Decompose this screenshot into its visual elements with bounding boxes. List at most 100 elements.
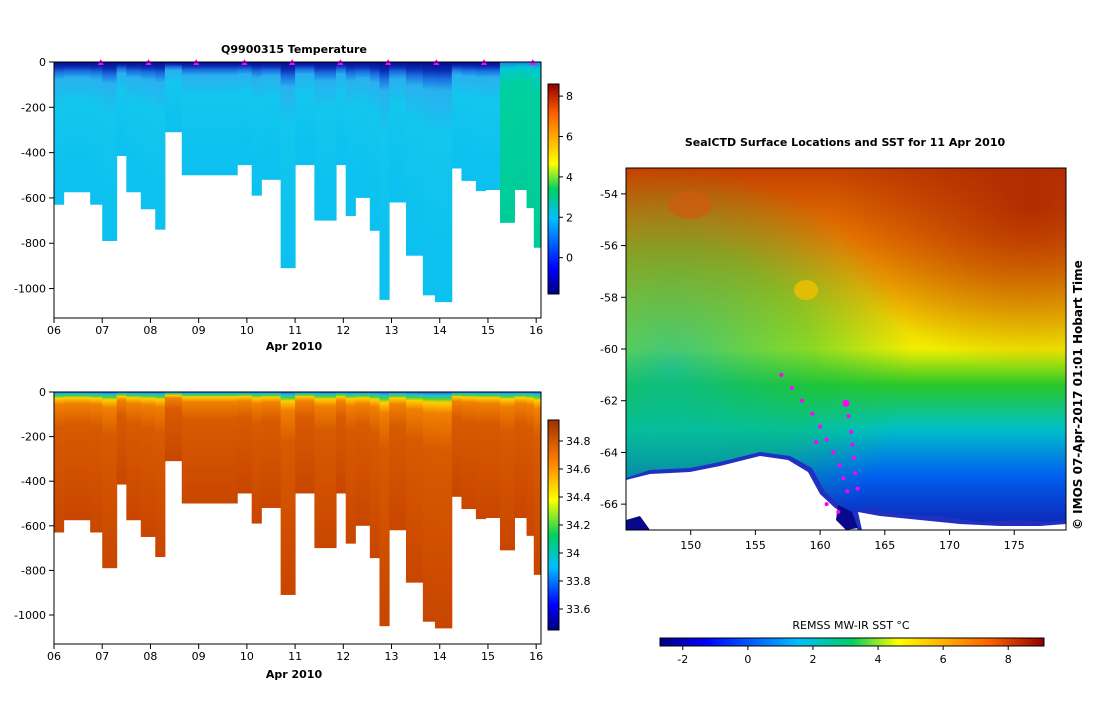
sst-colorbar-tick-label: 6 bbox=[940, 653, 947, 666]
salinity-colorbar-ticks: 33.6 33.8 34 34.2 34.4 34.6 34.8 bbox=[559, 435, 591, 616]
seal-location bbox=[846, 414, 851, 419]
profile-column bbox=[102, 62, 118, 241]
profile-column bbox=[280, 392, 296, 595]
seal-location bbox=[779, 372, 784, 377]
profile-column bbox=[164, 62, 183, 133]
profile-column bbox=[461, 392, 477, 510]
profile-column bbox=[514, 392, 528, 518]
x-tick-label: 12 bbox=[336, 650, 350, 663]
x-tick-label: 14 bbox=[433, 650, 447, 663]
profile-column bbox=[63, 62, 91, 193]
profile-column bbox=[261, 62, 282, 180]
profile-column bbox=[526, 392, 535, 536]
x-tick-label: 11 bbox=[288, 650, 302, 663]
x-tick-label: 09 bbox=[192, 324, 206, 337]
temperature-colorbar-ticks: 0 2 4 6 8 bbox=[559, 90, 573, 265]
map-y-tick-label: -54 bbox=[600, 188, 618, 201]
seal-location bbox=[842, 399, 850, 407]
colorbar-tick-label: 0 bbox=[566, 252, 573, 265]
profile-column bbox=[434, 62, 453, 303]
x-tick-label: 07 bbox=[95, 650, 109, 663]
profile-column bbox=[54, 392, 65, 533]
profile-column bbox=[405, 392, 424, 583]
salinity-x-label: Apr 2010 bbox=[266, 668, 323, 681]
colorbar-tick-label: 34.4 bbox=[566, 491, 591, 504]
antarctic-land-east bbox=[858, 512, 1066, 530]
map-x-tick-label: 160 bbox=[810, 539, 831, 552]
salinity-panel: 06 07 08 09 10 11 12 13 14 15 16 0 -200 -400 -600 -800… bbox=[14, 386, 590, 681]
profile-column bbox=[461, 62, 477, 181]
profile-column bbox=[336, 62, 347, 166]
seal-location bbox=[837, 463, 842, 468]
profile-column bbox=[116, 392, 127, 485]
profile-column bbox=[485, 62, 501, 190]
profile-column bbox=[261, 392, 282, 508]
temperature-profiles bbox=[54, 62, 541, 303]
profile-column bbox=[295, 62, 315, 166]
colorbar-tick-label: 2 bbox=[566, 211, 573, 224]
temperature-colorbar bbox=[547, 83, 560, 295]
sst-colorbar-ticks: -2 0 2 4 6 8 bbox=[677, 646, 1012, 666]
x-tick-label: 15 bbox=[481, 650, 495, 663]
y-tick-label: -800 bbox=[21, 237, 46, 250]
map-title: SealCTD Surface Locations and SST for 11… bbox=[685, 136, 1006, 149]
temperature-x-label: Apr 2010 bbox=[266, 340, 323, 353]
colorbar-tick-label: 6 bbox=[566, 131, 573, 144]
profile-column bbox=[198, 392, 238, 504]
profile-column bbox=[422, 62, 436, 296]
temperature-plot-frame bbox=[53, 61, 542, 319]
profile-column bbox=[345, 392, 356, 544]
profile-column bbox=[126, 392, 142, 521]
profile-column bbox=[514, 62, 528, 190]
colorbar-tick-label: 33.6 bbox=[566, 603, 591, 616]
profile-column bbox=[237, 392, 253, 494]
coastal-deep-water-west bbox=[626, 516, 650, 530]
y-tick-label: 0 bbox=[39, 386, 46, 399]
salinity-plot-frame bbox=[53, 391, 542, 645]
salinity-x-axis: 06 07 08 09 10 11 12 13 14 15 16 bbox=[47, 644, 543, 663]
y-tick-label: -600 bbox=[21, 520, 46, 533]
profile-column bbox=[355, 62, 371, 198]
colorbar-tick-label: 8 bbox=[566, 90, 573, 103]
x-tick-label: 13 bbox=[385, 324, 399, 337]
profile-column bbox=[251, 392, 262, 524]
sst-colorbar-tick-label: 0 bbox=[744, 653, 751, 666]
profile-column bbox=[451, 392, 462, 497]
profile-column bbox=[369, 62, 380, 231]
seal-location bbox=[836, 509, 841, 514]
profile-column bbox=[485, 392, 501, 518]
colorbar-tick-label: 4 bbox=[566, 171, 573, 184]
seal-location bbox=[841, 476, 846, 481]
seal-location bbox=[855, 486, 860, 491]
profile-column bbox=[155, 62, 166, 230]
seal-location bbox=[800, 398, 804, 403]
map-longitude-axis: 150 155 160 165 170 175 bbox=[680, 530, 1025, 552]
seal-location bbox=[853, 471, 858, 476]
seal-location bbox=[831, 450, 836, 455]
sst-map-panel: SealCTD Surface Locations and SST for 11… bbox=[600, 136, 1067, 666]
map-x-tick-label: 155 bbox=[745, 539, 766, 552]
x-tick-label: 14 bbox=[433, 324, 447, 337]
colorbar-tick-label: 34 bbox=[566, 547, 580, 560]
profile-column bbox=[389, 392, 407, 531]
sst-colorbar-tick-label: -2 bbox=[677, 653, 688, 666]
profile-column bbox=[181, 62, 200, 176]
map-x-tick-label: 170 bbox=[939, 539, 960, 552]
warm-patch bbox=[794, 280, 818, 300]
y-tick-label: -200 bbox=[21, 101, 46, 114]
seal-location bbox=[849, 429, 854, 434]
profile-column bbox=[314, 62, 337, 221]
profile-column bbox=[63, 392, 91, 521]
x-tick-label: 13 bbox=[385, 650, 399, 663]
seal-location bbox=[850, 442, 855, 447]
profile-column bbox=[526, 62, 535, 209]
profile-column bbox=[345, 62, 356, 217]
profile-column bbox=[389, 62, 407, 203]
profile-column bbox=[116, 62, 127, 157]
x-tick-label: 06 bbox=[47, 324, 61, 337]
profile-column bbox=[533, 62, 541, 248]
profile-column bbox=[237, 62, 253, 166]
profile-column bbox=[422, 392, 436, 622]
profile-column bbox=[181, 392, 200, 504]
profile-column bbox=[475, 62, 487, 192]
